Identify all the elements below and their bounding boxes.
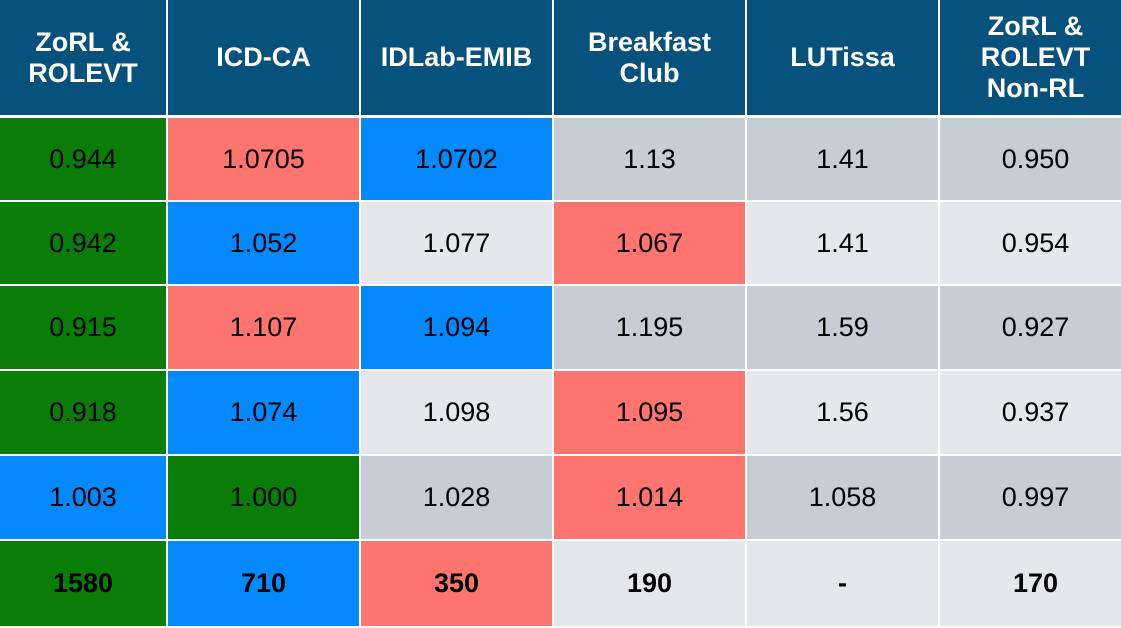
table-cell: 1.098 [361,371,552,456]
column-header-idlab-emib: IDLab-EMIB [361,0,552,118]
table-cell: 1.058 [747,456,938,541]
table-cell: 1.077 [361,202,552,286]
table-cell: 1.000 [168,456,359,541]
column-header-lutissa: LUTissa [747,0,938,118]
table-cell: 1580 [0,541,166,628]
table-cell: 1.0702 [361,118,552,202]
table-cell: 0.944 [0,118,166,202]
table-cell: 190 [554,541,745,628]
table-cell: 1.074 [168,371,359,456]
table-cell: 0.937 [940,371,1121,456]
table-cell: 1.052 [168,202,359,286]
column-header-zorl-rolevt: ZoRL & ROLEVT [0,0,166,118]
column-header-zorl-rolevt-non-rl: ZoRL & ROLEVT Non-RL [940,0,1121,118]
table-cell: 0.942 [0,202,166,286]
table-cell: 0.918 [0,371,166,456]
table-cell: 0.950 [940,118,1121,202]
column-header-icd-ca: ICD-CA [168,0,359,118]
table-cell: 1.59 [747,286,938,371]
table-cell: 0.927 [940,286,1121,371]
table-cell: 710 [168,541,359,628]
table-cell: 1.094 [361,286,552,371]
table-cell: 1.014 [554,456,745,541]
table-cell: 170 [940,541,1121,628]
table-cell: 1.41 [747,118,938,202]
table-cell: 1.107 [168,286,359,371]
table-cell: 1.028 [361,456,552,541]
table-cell: 1.41 [747,202,938,286]
table-cell: 1.067 [554,202,745,286]
table-cell: 1.095 [554,371,745,456]
table-cell: 1.195 [554,286,745,371]
table-cell: 1.0705 [168,118,359,202]
table-cell: - [747,541,938,628]
table-cell: 0.954 [940,202,1121,286]
column-header-breakfast-club: Breakfast Club [554,0,745,118]
table-cell: 0.915 [0,286,166,371]
table-cell: 1.56 [747,371,938,456]
table-cell: 1.003 [0,456,166,541]
table-cell: 0.997 [940,456,1121,541]
table-cell: 1.13 [554,118,745,202]
table-cell: 350 [361,541,552,628]
